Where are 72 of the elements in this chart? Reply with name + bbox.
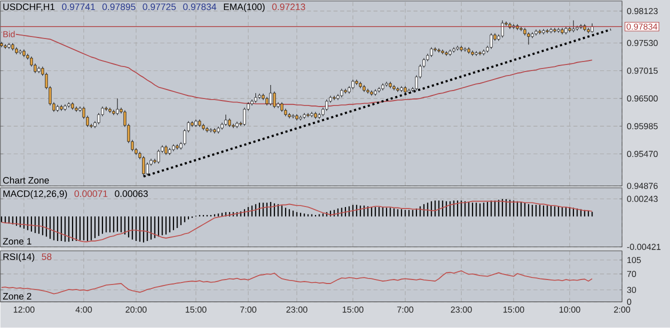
candlestick <box>258 93 261 100</box>
candlestick <box>430 47 433 58</box>
y-tick-label: 70 <box>627 270 636 278</box>
y-tick-label: 0.95985 <box>627 123 658 130</box>
x-tick-label: 7:00 <box>240 306 256 313</box>
candlestick <box>269 84 272 106</box>
annotation: 0.00071 <box>74 190 108 198</box>
candlestick <box>224 114 228 126</box>
candlestick <box>250 99 254 106</box>
candlestick <box>471 50 474 56</box>
y-tick-label: -0.00421 <box>627 244 660 250</box>
candlestick <box>108 107 112 114</box>
annotation: 0.97895 <box>102 4 136 10</box>
chart-title: USDCHF,H1 <box>3 4 55 12</box>
y-tick-label: 0.96500 <box>627 95 658 102</box>
y-tick-label: 0 <box>627 298 632 305</box>
x-tick-label: 2:00 <box>614 306 630 313</box>
y-tick-label: 0.95470 <box>627 150 658 158</box>
annotation: Chart Zone <box>3 176 49 184</box>
candlestick <box>527 32 530 45</box>
annotation: 0.97213 <box>272 4 306 10</box>
candlestick <box>550 28 552 34</box>
candlestick <box>572 20 575 33</box>
candlestick <box>273 91 276 109</box>
y-tick-label: 0.00243 <box>627 196 658 202</box>
y-tick-label: 0.98123 <box>627 8 658 14</box>
candlestick <box>280 102 284 112</box>
y-tick-label: 105 <box>627 257 641 264</box>
candlestick <box>352 79 354 90</box>
candlestick <box>534 29 538 36</box>
candlestick <box>8 42 10 50</box>
annotation: Zone 2 <box>2 293 32 300</box>
candlestick <box>378 86 380 93</box>
candlestick <box>400 86 403 92</box>
annotation: 0.97741 <box>62 4 95 10</box>
chart-title: MACD(12,26,9) <box>3 190 67 199</box>
candlestick <box>299 116 302 121</box>
candlestick <box>590 23 594 33</box>
annotation: Zone 1 <box>2 238 32 245</box>
x-tick-label: 12:00 <box>14 306 34 313</box>
x-tick-label: 23:00 <box>450 306 472 313</box>
x-tick-label: 15:00 <box>342 306 364 313</box>
candlestick <box>243 107 246 126</box>
x-tick-label: 7:00 <box>397 306 414 313</box>
candlestick <box>501 20 504 38</box>
x-tick-label: 20:00 <box>126 306 147 313</box>
candlestick <box>490 33 493 50</box>
annotation: 0.97725 <box>142 4 176 10</box>
annotation: 58 <box>42 253 52 260</box>
annotation: 0.97834 <box>183 4 216 10</box>
candlestick <box>392 84 396 91</box>
y-tick-label: 0.97530 <box>627 40 658 46</box>
candlestick <box>254 92 258 104</box>
text: 0.97834 <box>626 24 658 30</box>
y-tick-label: 0.94876 <box>627 182 658 190</box>
x-tick-label: 15:00 <box>503 306 524 313</box>
annotation: 0.00063 <box>114 190 148 198</box>
candlestick <box>0 42 3 48</box>
y-tick-label: 0.97015 <box>627 68 658 74</box>
annotation: EMA(100) <box>224 3 265 12</box>
x-tick-label: 23:00 <box>286 306 308 313</box>
x-tick-label: 15:00 <box>186 306 206 313</box>
x-tick-label: 4:00 <box>76 306 92 313</box>
candlestick <box>164 145 168 156</box>
candlestick <box>456 46 459 51</box>
candlestick <box>116 98 119 116</box>
candlestick <box>157 149 160 164</box>
y-tick-label: 30 <box>627 286 636 294</box>
candlestick <box>557 28 560 34</box>
candlestick <box>542 28 545 35</box>
chart-title: RSI(14) <box>3 253 34 262</box>
x-tick-label: 10:00 <box>560 306 580 313</box>
